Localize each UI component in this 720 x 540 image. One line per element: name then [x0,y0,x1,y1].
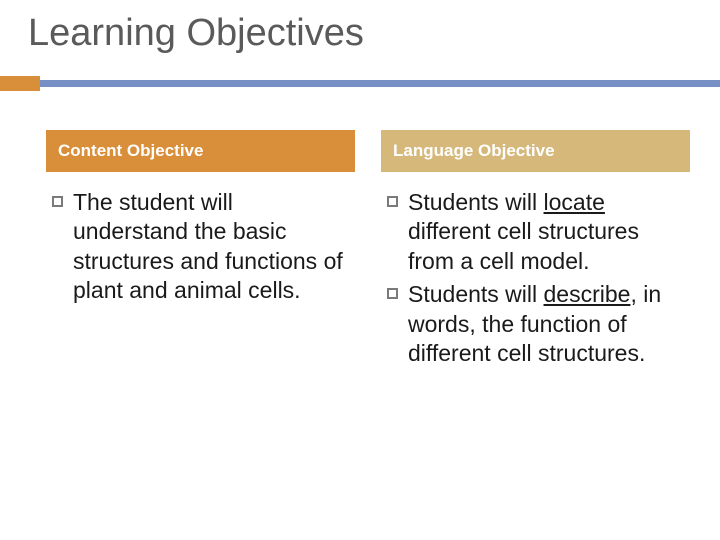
left-column: Content Objective The student will under… [46,130,355,373]
bullet-text: Students will describe, in words, the fu… [408,280,686,368]
title-underline [0,80,720,87]
language-objective-list: Students will locate different cell stru… [381,172,690,369]
bullet-icon [52,196,63,207]
list-item: Students will locate different cell stru… [387,188,686,276]
content-columns: Content Objective The student will under… [46,130,690,373]
title-accent-block [0,76,40,91]
language-objective-header: Language Objective [381,130,690,172]
content-objective-list: The student will understand the basic st… [46,172,355,306]
slide-title: Learning Objectives [0,0,720,55]
content-objective-header: Content Objective [46,130,355,172]
list-item: The student will understand the basic st… [52,188,351,306]
list-item: Students will describe, in words, the fu… [387,280,686,368]
bullet-icon [387,288,398,299]
bullet-text: Students will locate different cell stru… [408,188,686,276]
right-column: Language Objective Students will locate … [381,130,690,373]
bullet-icon [387,196,398,207]
bullet-text: The student will understand the basic st… [73,188,351,306]
